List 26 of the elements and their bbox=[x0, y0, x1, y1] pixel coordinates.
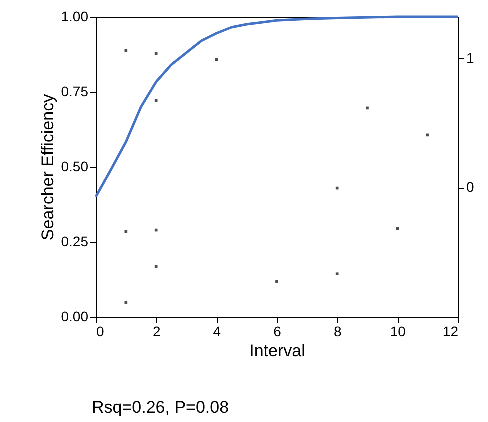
point bbox=[336, 272, 339, 276]
y-tick-label: 1.00 bbox=[61, 8, 89, 24]
text: Rsq=0.26, P=0.08 bbox=[92, 398, 230, 418]
y-tick-label: 0.50 bbox=[61, 158, 89, 174]
x-tick-label: 2 bbox=[152, 324, 161, 340]
x-tick-label: 6 bbox=[274, 324, 282, 340]
x-axis-title: Interval bbox=[250, 342, 306, 360]
x-tick-label: 4 bbox=[213, 324, 222, 340]
point bbox=[215, 58, 218, 62]
point bbox=[276, 280, 278, 284]
point bbox=[124, 301, 128, 304]
y-axis-title: Searcher Efficiency bbox=[38, 94, 58, 241]
point bbox=[366, 106, 369, 110]
point bbox=[154, 265, 158, 268]
y-tick-label: 0.00 bbox=[61, 308, 89, 324]
point bbox=[154, 52, 158, 56]
line-series bbox=[94, 16, 460, 198]
x-tick-label: 10 bbox=[390, 324, 406, 340]
x-tick-label: 0 bbox=[96, 324, 104, 340]
y2-tick-label: 0 bbox=[466, 179, 474, 196]
y-tick-label: 0.75 bbox=[61, 84, 89, 100]
y2-tick-label: 1 bbox=[466, 50, 474, 66]
point bbox=[124, 49, 128, 52]
x-tick-label: 12 bbox=[442, 324, 459, 340]
x-tick-label: 8 bbox=[334, 324, 342, 340]
y-tick-label: 0.25 bbox=[61, 234, 89, 250]
